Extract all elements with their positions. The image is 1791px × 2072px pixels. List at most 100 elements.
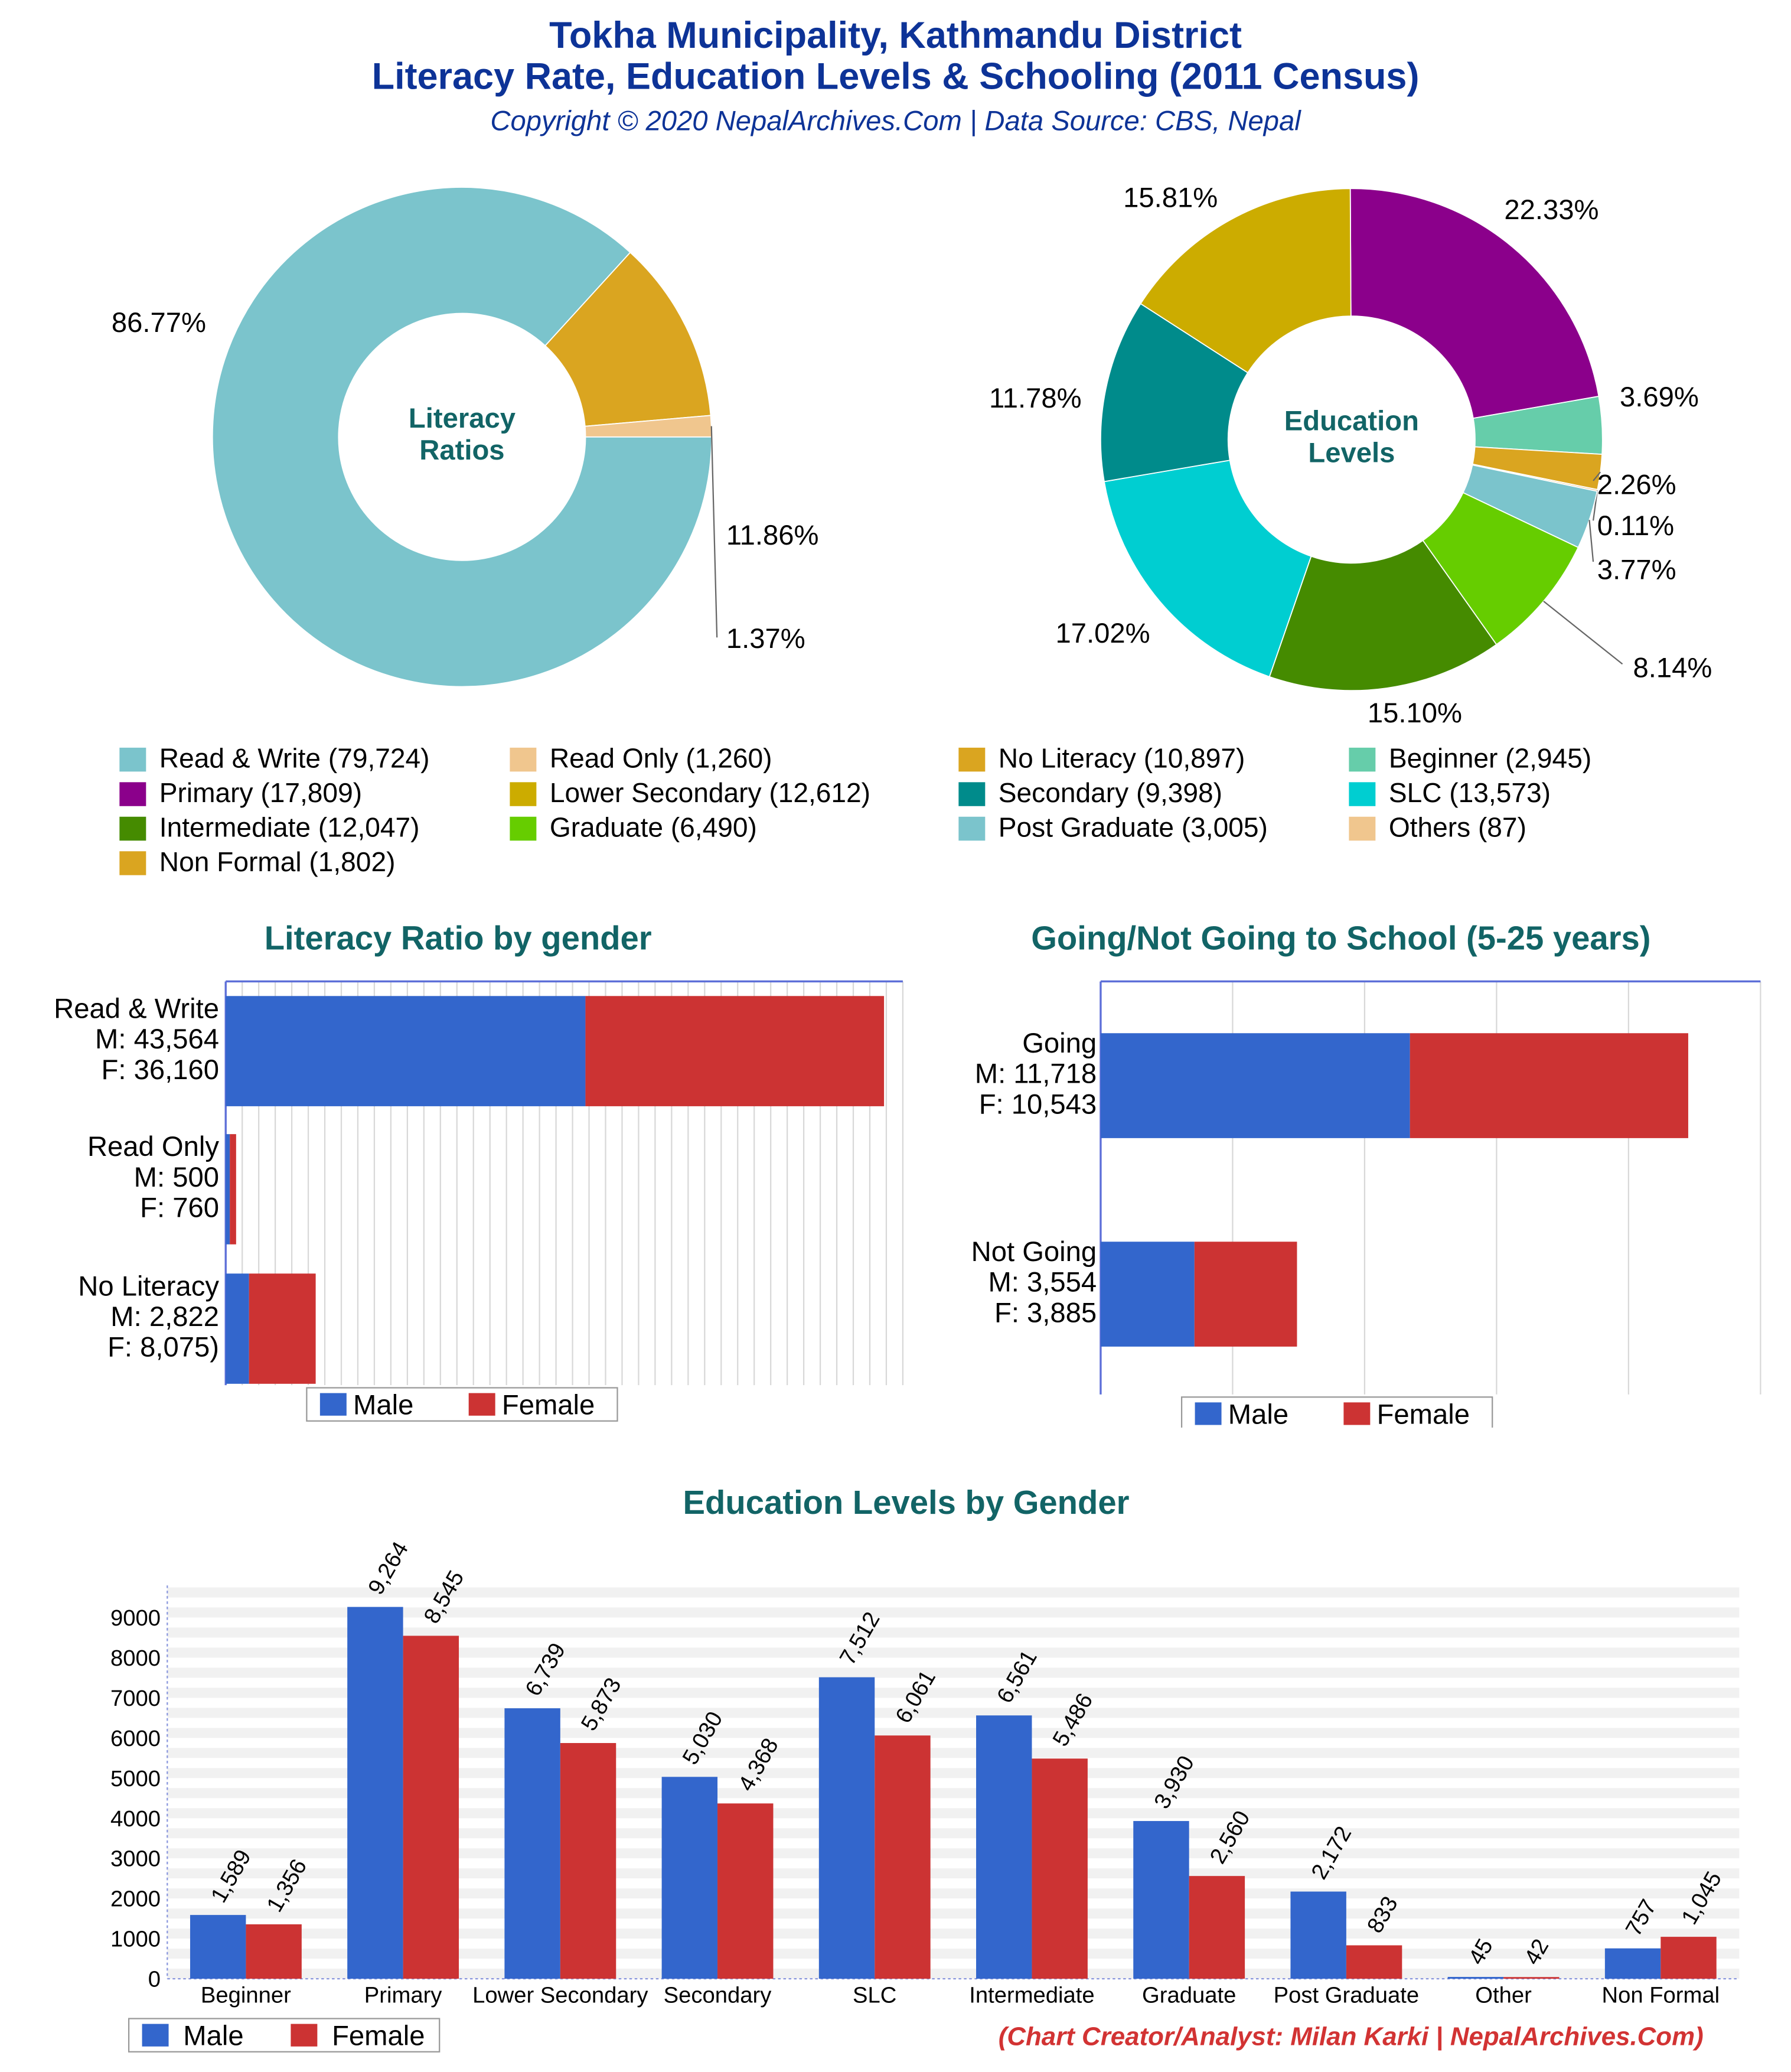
education-gender-bar-lower-secondary-male xyxy=(504,1708,560,1979)
legend-label: SLC (13,573) xyxy=(1388,778,1551,809)
legend-swatch xyxy=(1349,782,1376,806)
literacy-gender-label-no-literacy-2: F: 8,075) xyxy=(107,1332,219,1363)
education-gender-bar-secondary-male xyxy=(661,1777,718,1979)
education-gender-ytick-2000: 2000 xyxy=(110,1887,161,1912)
literacy-pie-center-label-1: Literacy xyxy=(409,403,516,434)
education-gender-legend-male-label: Male xyxy=(183,2021,243,2052)
literacy-gender-legend-female-swatch xyxy=(468,1393,495,1416)
school-going-label-going-1: M: 11,718 xyxy=(975,1058,1097,1090)
education-pie-slice-slc xyxy=(1103,460,1312,677)
legend-swatch xyxy=(119,851,146,875)
legend-label: Primary (17,809) xyxy=(159,778,363,809)
education-gender-bar-lower-secondary-female xyxy=(560,1743,616,1979)
education-gender-bar-post-graduate-female xyxy=(1346,1945,1402,1979)
legend-swatch xyxy=(958,782,986,806)
literacy-gender-bar-read-only-female xyxy=(230,1134,236,1244)
legend-swatch xyxy=(510,816,537,841)
education-gender-value-intermediate-female: 5,486 xyxy=(1048,1689,1098,1751)
education-gender-legend-female-swatch xyxy=(291,2024,318,2047)
education-pie-pct-graduate: 8.14% xyxy=(1633,653,1712,684)
education-gender-value-secondary-female: 4,368 xyxy=(733,1734,784,1795)
education-gender-bar-slc-male xyxy=(818,1677,875,1979)
education-pie-pct-lower-secondary: 15.81% xyxy=(1123,183,1218,214)
education-gender-xtick-non-formal: Non Formal xyxy=(1601,1983,1720,2008)
education-gender-bar-beginner-male xyxy=(190,1915,246,1979)
education-pie-pct-slc: 17.02% xyxy=(1055,618,1150,649)
legend-swatch xyxy=(510,747,537,772)
education-gender-legend-box xyxy=(128,2018,441,2053)
education-gender-bar-non-formal-male xyxy=(1604,1948,1661,1979)
education-gender-bar-primary-male xyxy=(347,1607,403,1979)
literacy-gender-label-read-only-1: M: 500 xyxy=(134,1162,219,1193)
education-gender-value-beginner-female: 1,356 xyxy=(262,1855,312,1916)
legend-item-graduate: Graduate (6,490) xyxy=(510,813,757,845)
literacy-gender-bar-read-write-female xyxy=(585,996,885,1106)
education-gender-bar-primary-female xyxy=(403,1636,459,1979)
legend-item-primary: Primary (17,809) xyxy=(119,778,362,810)
education-pie-slice-primary xyxy=(1349,188,1600,419)
literacy-gender-label-no-literacy-0: No Literacy xyxy=(78,1270,219,1302)
education-gender-ytick-0: 0 xyxy=(148,1967,161,1992)
literacy-pie-pct-no-literacy: 11.86% xyxy=(726,520,819,551)
literacy-pie-leader-read-only xyxy=(710,426,718,638)
education-gender-band xyxy=(167,1627,1740,1638)
literacy-gender-legend-female-label: Female xyxy=(502,1390,595,1421)
legend-label: Others (87) xyxy=(1388,813,1526,843)
education-gender-value-lower-secondary-female: 5,873 xyxy=(576,1673,627,1735)
education-gender-xtick-intermediate: Intermediate xyxy=(969,1983,1094,2008)
education-gender-bar-graduate-female xyxy=(1189,1876,1245,1979)
legend-label: Non Formal (1,802) xyxy=(159,847,396,878)
education-gender-xtick-primary: Primary xyxy=(364,1983,443,2008)
education-gender-band xyxy=(167,1587,1740,1598)
literacy-gender-label-read-write-0: Read & Write xyxy=(54,993,219,1024)
literacy-gender-label-read-write-1: M: 43,564 xyxy=(95,1024,219,1055)
education-gender-band xyxy=(167,1728,1740,1738)
school-going-legend-female-label: Female xyxy=(1377,1399,1470,1428)
literacy-gender-chart-title: Literacy Ratio by gender xyxy=(264,920,652,958)
literacy-pie-slice-read-only xyxy=(584,415,713,438)
legend-item-post-graduate: Post Graduate (3,005) xyxy=(958,813,1268,845)
page-title-line1: Tokha Municipality, Kathmandu District xyxy=(549,14,1242,56)
education-pie-center-label-2: Levels xyxy=(1308,437,1395,468)
education-gender-value-graduate-male: 3,930 xyxy=(1149,1751,1199,1813)
education-gender-bar-post-graduate-male xyxy=(1290,1891,1346,1979)
legend-item-lower-secondary: Lower Secondary (12,612) xyxy=(510,778,870,810)
school-going-label-not-going-2: F: 3,885 xyxy=(994,1297,1097,1328)
education-gender-value-other-male: 45 xyxy=(1463,1934,1498,1969)
legend-swatch xyxy=(510,782,537,806)
legend-swatch xyxy=(958,816,986,841)
education-gender-bar-beginner-female xyxy=(246,1924,302,1979)
education-gender-bar-other-male xyxy=(1447,1977,1504,1979)
legend-item-secondary: Secondary (9,398) xyxy=(958,778,1222,810)
literacy-gender-label-read-write-2: F: 36,160 xyxy=(102,1054,219,1086)
education-pie-pct-intermediate: 15.10% xyxy=(1368,698,1462,729)
school-going-bar-not-going-female xyxy=(1194,1242,1297,1347)
legend-label: Post Graduate (3,005) xyxy=(998,813,1268,843)
legend-item-non-formal: Non Formal (1,802) xyxy=(119,847,395,879)
legend-item-read-only: Read Only (1,260) xyxy=(510,744,772,776)
literacy-pie-slice-no-literacy xyxy=(544,252,712,427)
school-going-bar-not-going-male xyxy=(1100,1242,1195,1347)
legend-item-no-literacy: No Literacy (10,897) xyxy=(958,744,1245,776)
education-gender-bar-intermediate-female xyxy=(1032,1758,1088,1979)
literacy-gender-label-read-only-2: F: 760 xyxy=(140,1193,219,1224)
education-gender-ytick-4000: 4000 xyxy=(110,1806,161,1832)
education-pie-leader-graduate xyxy=(1543,601,1623,665)
education-gender-xtick-graduate: Graduate xyxy=(1142,1983,1236,2008)
education-pie-pct-primary: 22.33% xyxy=(1504,194,1598,226)
education-gender-xtick-lower-secondary: Lower Secondary xyxy=(472,1983,648,2008)
education-gender-ytick-8000: 8000 xyxy=(110,1646,161,1671)
education-gender-ytick-9000: 9000 xyxy=(110,1605,161,1631)
page-title-line2: Literacy Rate, Education Levels & School… xyxy=(371,56,1420,97)
chart-legend: Read & Write (79,724) Read Only (1,260) No… xyxy=(0,738,1791,887)
education-gender-band xyxy=(167,1667,1740,1678)
legend-label: No Literacy (10,897) xyxy=(998,744,1245,774)
education-gender-band xyxy=(167,1607,1740,1618)
education-gender-xtick-secondary: Secondary xyxy=(664,1983,772,2008)
education-gender-ytick-6000: 6000 xyxy=(110,1726,161,1751)
legend-swatch xyxy=(958,747,986,772)
education-pie-pct-post-graduate: 3.77% xyxy=(1597,554,1676,585)
footer-credit: (Chart Creator/Analyst: Milan Karki | Ne… xyxy=(998,2022,1704,2052)
education-pie-leader-post-graduate xyxy=(1588,520,1594,562)
